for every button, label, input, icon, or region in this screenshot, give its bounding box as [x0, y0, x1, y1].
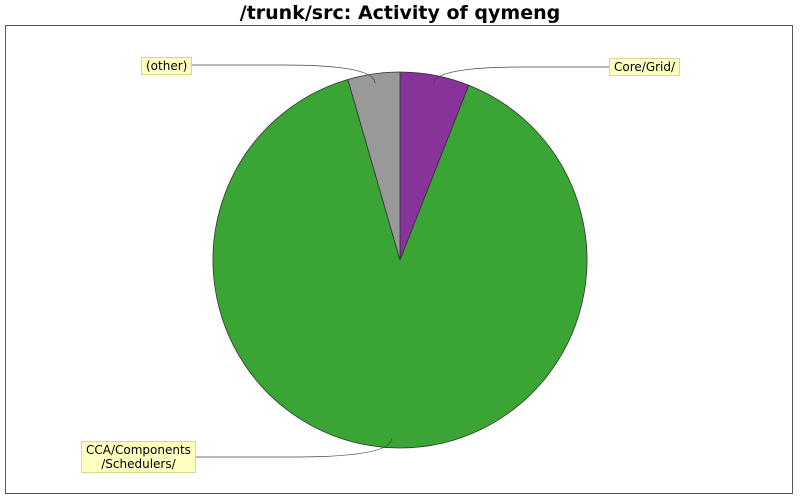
pie-slice-2 — [347, 71, 401, 261]
leader-line-2 — [191, 64, 376, 84]
leader-line-1 — [192, 438, 392, 458]
slice-label-core-grid: Core/Grid/ — [609, 58, 681, 76]
slice-label-cca-components-schedulers: CCA/Components /Schedulers/ — [81, 441, 196, 473]
leader-line-0 — [432, 66, 609, 85]
slice-label-other: (other) — [141, 57, 193, 75]
pie-slice-1 — [212, 78, 588, 449]
plot-frame — [5, 25, 793, 494]
chart-title: /trunk/src: Activity of qymeng — [239, 2, 561, 24]
